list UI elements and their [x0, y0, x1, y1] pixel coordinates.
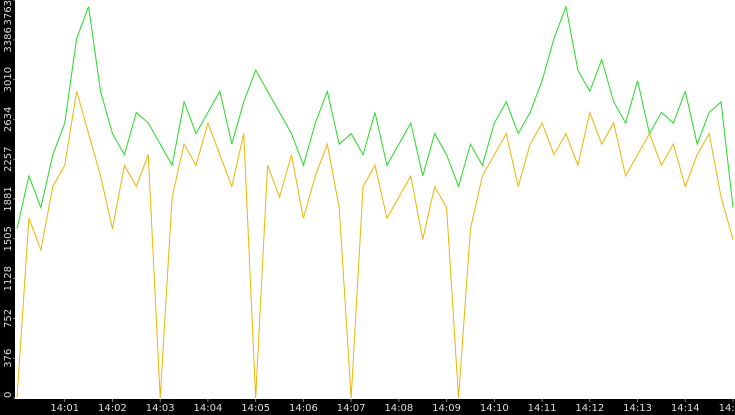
x-tick-label: 14:12 — [575, 403, 604, 414]
x-axis-strip — [0, 399, 735, 415]
y-tick-label: 2257 — [3, 147, 14, 172]
x-tick-label: 14:15 — [719, 403, 735, 414]
y-tick-label: 0 — [3, 392, 14, 398]
series-line — [16, 91, 734, 399]
x-tick-label: 14:09 — [432, 403, 461, 414]
x-tick-label: 14:02 — [98, 403, 127, 414]
y-tick-label: 3386 — [3, 27, 14, 52]
x-tick-label: 14:05 — [241, 403, 270, 414]
x-tick-label: 14:04 — [194, 403, 223, 414]
y-tick-label: 3763 — [3, 0, 14, 25]
y-tick-label: 3010 — [3, 67, 14, 92]
x-tick-label: 14:10 — [480, 403, 509, 414]
y-tick-label: 376 — [3, 349, 14, 368]
x-tick-label: 14:08 — [384, 403, 413, 414]
x-tick-label: 14:03 — [146, 403, 175, 414]
y-tick-label: 2634 — [3, 107, 14, 132]
y-tick-label: 752 — [3, 309, 14, 328]
series-line — [16, 4, 734, 229]
y-tick-label: 1128 — [3, 266, 14, 291]
x-tick-label: 14:14 — [671, 403, 700, 414]
y-tick-label: 1505 — [3, 226, 14, 251]
x-tick-label: 14:06 — [289, 403, 318, 414]
y-axis-strip — [0, 0, 15, 415]
x-tick-label: 14:11 — [528, 403, 557, 414]
y-tick-label: 1881 — [3, 186, 14, 211]
x-tick-label: 14:13 — [623, 403, 652, 414]
x-tick-label: 14:01 — [50, 403, 79, 414]
x-tick-label: 14:07 — [337, 403, 366, 414]
